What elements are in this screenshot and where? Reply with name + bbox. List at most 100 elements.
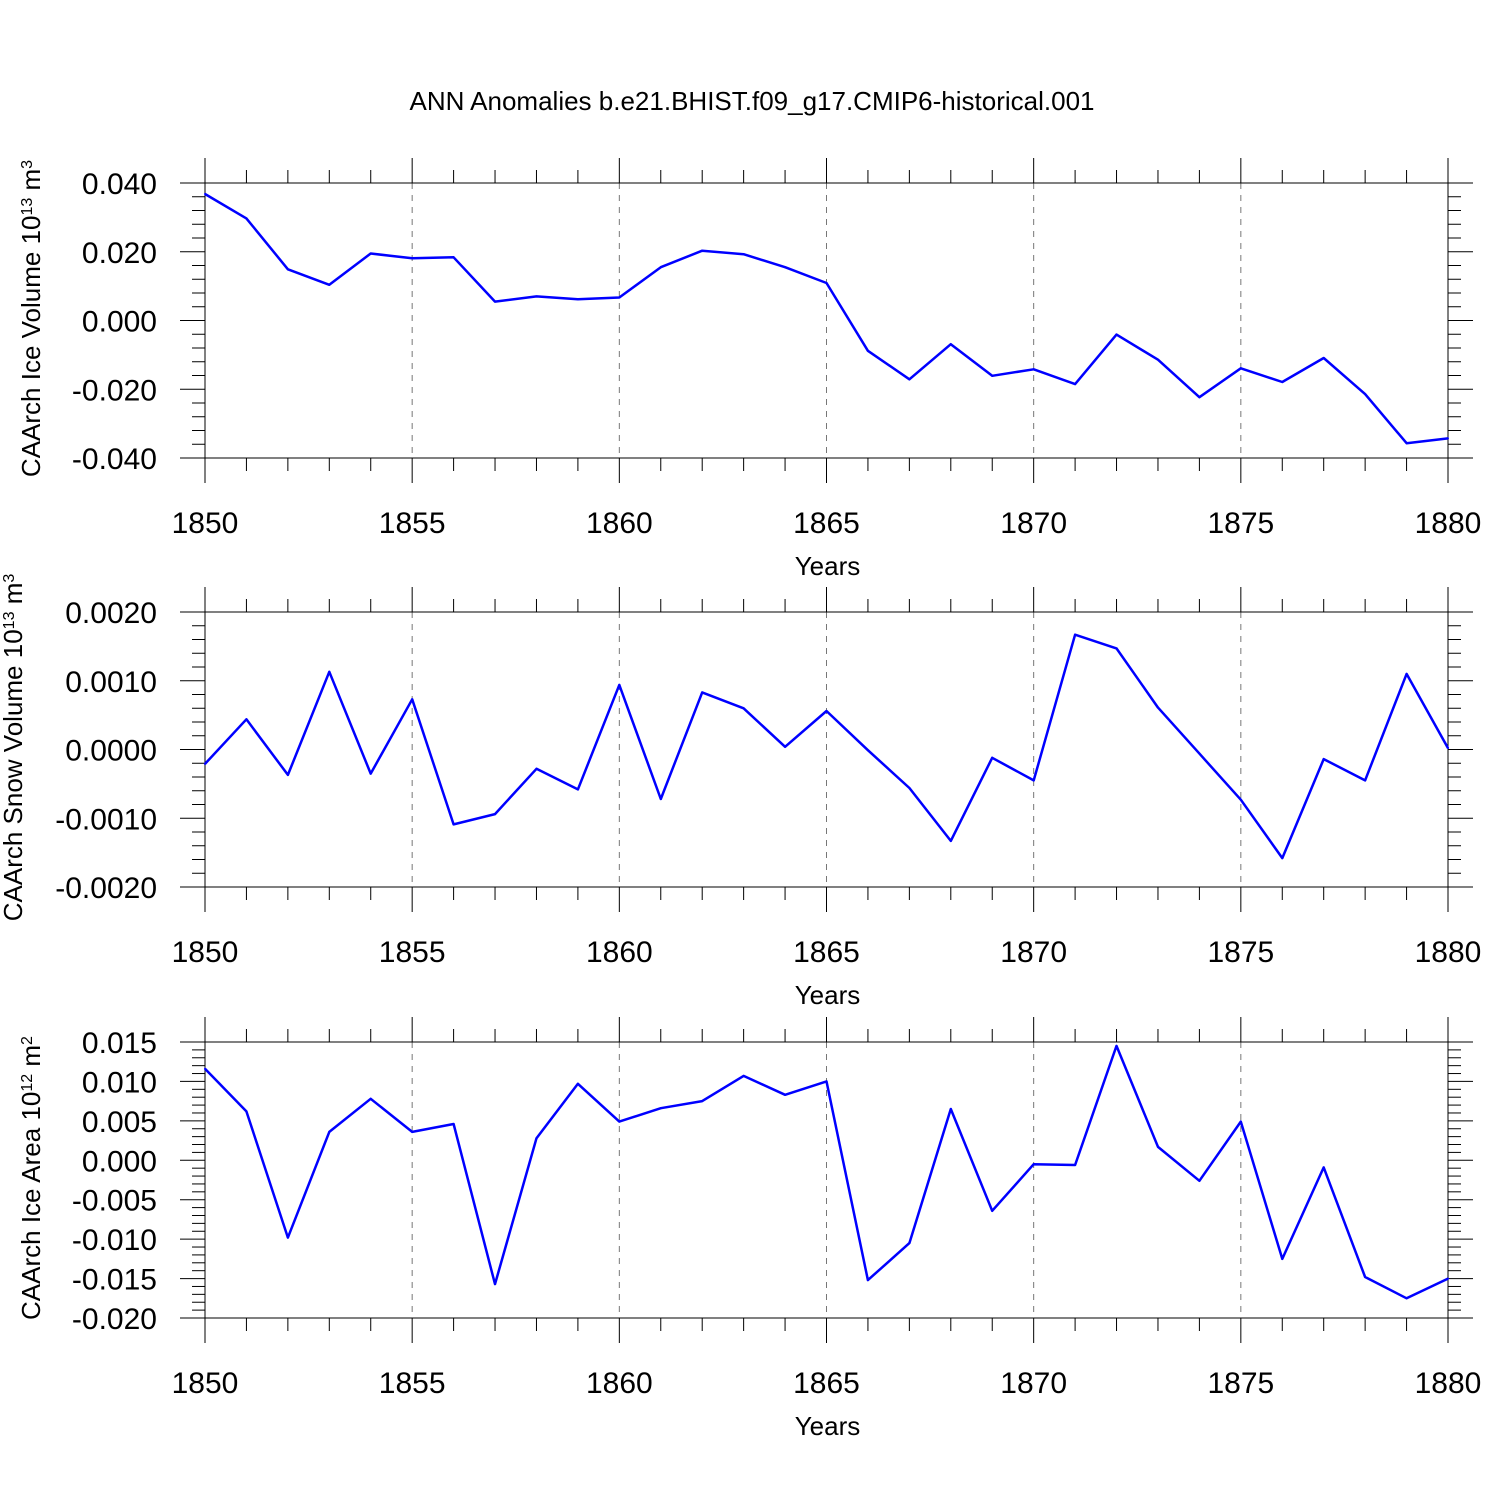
y-axis-label-text: CAArch Ice Area 10 [16,1092,46,1320]
plot-frame [204,611,1449,888]
data-point [701,249,704,252]
data-point [328,283,331,286]
data-point [576,1082,579,1085]
data-point [494,1283,497,1286]
data-point [1156,706,1159,709]
x-tick-label: 1850 [172,507,239,540]
y-tick-label: -0.005 [72,1185,157,1218]
data-point [245,217,248,220]
data-point [1032,1163,1035,1166]
data-point [701,691,704,694]
data-point [742,1074,745,1077]
data-point [991,374,994,377]
y-axis-label-unit-exponent: 3 [1,574,18,583]
data-point [784,1093,787,1096]
y-axis-label-unit: m [16,1045,46,1074]
data-point [1281,857,1284,860]
x-tick-label: 1875 [1207,507,1274,540]
y-axis-label: CAArch Ice Volume 1013 m3 [16,160,46,477]
plot-frame [204,1041,1449,1319]
data-point [1156,358,1159,361]
data-point [866,749,869,752]
data-point [949,839,952,842]
data-point [949,1108,952,1111]
data-point [1198,752,1201,755]
data-point [286,268,289,271]
data-point [1447,1277,1449,1280]
y-tick-label: 0.010 [82,1066,157,1099]
data-point [1322,758,1325,761]
x-tick-label: 1880 [1415,1367,1482,1400]
x-tick-label: 1880 [1415,936,1482,969]
data-point [576,298,579,301]
data-point [659,1107,662,1110]
x-tick-label: 1855 [379,936,446,969]
y-tick-label: 0.000 [82,1145,157,1178]
data-point [784,745,787,748]
data-point [204,1067,206,1070]
x-tick-label: 1865 [793,936,860,969]
y-axis-label-unit-exponent: 2 [19,1036,36,1045]
data-point [908,1242,911,1245]
y-tick-label: -0.020 [72,1303,157,1336]
y-tick-label: 0.015 [82,1027,157,1060]
data-point [1239,367,1242,370]
y-tick-label: 0.000 [82,306,157,339]
y-tick-label: -0.040 [72,443,157,476]
data-point [535,1137,538,1140]
data-point [784,266,787,269]
x-tick-label: 1855 [379,1367,446,1400]
data-point [1281,1257,1284,1260]
x-tick-label: 1870 [1000,936,1067,969]
x-tick-label: 1850 [172,936,239,969]
data-point [452,823,455,826]
data-point [742,253,745,256]
data-point [1115,647,1118,650]
x-tick-label: 1865 [793,507,860,540]
x-tick-label: 1855 [379,507,446,540]
data-point [411,1130,414,1133]
data-point [452,256,455,259]
plot-frame [204,182,1449,459]
data-point [494,300,497,303]
y-axis-label-unit: m [0,583,28,612]
data-point [286,773,289,776]
panel-3: 1850 1855 1860 1865 1870 1875 1880 0.015 0.010 0.… [16,1017,1481,1441]
data-point [328,1130,331,1133]
data-point [411,698,414,701]
data-point [659,798,662,800]
x-tick-label: 1875 [1207,1367,1274,1400]
y-tick-label: -0.0020 [55,872,157,905]
data-point [1364,1275,1367,1278]
data-point [618,683,621,686]
x-tick-label: 1875 [1207,936,1274,969]
x-axis-label: Years [795,551,861,581]
data-point [369,772,372,775]
data-point [825,710,828,712]
data-point [1447,747,1449,750]
data-point [328,670,331,673]
panel-2: 1850 1855 1860 1865 1870 1875 1880 0.0020 0.0010… [0,574,1481,1010]
y-axis-label: CAArch Ice Area 1012 m2 [16,1036,46,1320]
data-point [949,343,952,346]
y-tick-label: -0.0010 [55,803,157,836]
data-point [1405,442,1408,445]
x-tick-label: 1860 [586,507,653,540]
data-point [1074,1164,1077,1167]
y-tick-label: 0.020 [82,237,157,270]
data-point [1322,356,1325,359]
data-point [1032,368,1035,371]
data-point [618,296,621,299]
y-axis-label-text: CAArch Ice Volume 10 [16,216,46,478]
data-point [1074,383,1077,386]
x-tick-label: 1880 [1415,507,1482,540]
data-point [1239,1120,1242,1123]
x-tick-label: 1860 [586,1367,653,1400]
data-point [701,1100,704,1103]
y-axis-label-exponent: 13 [1,611,18,629]
y-tick-label: 0.005 [82,1106,157,1139]
data-point [991,756,994,759]
data-point [908,787,911,789]
data-point [1364,779,1367,782]
